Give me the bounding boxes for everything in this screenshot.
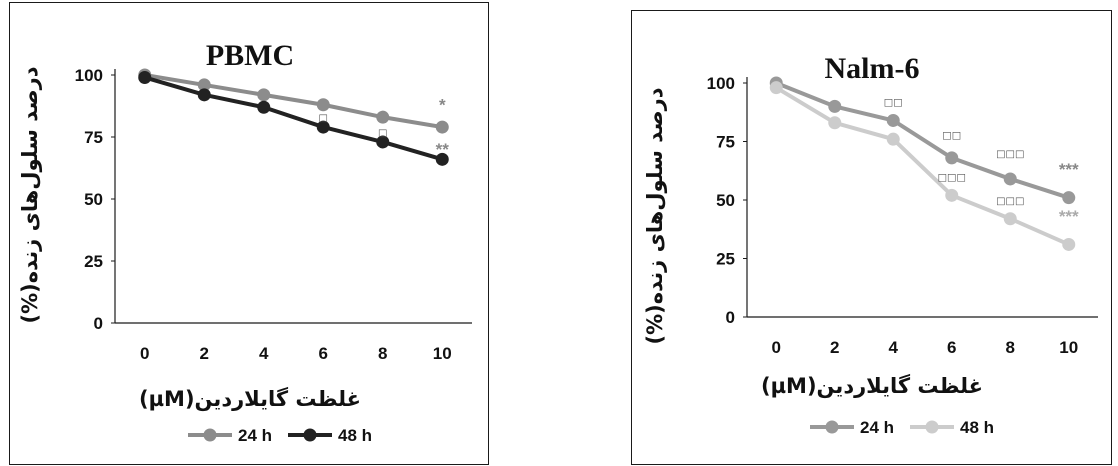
data-point-48h [945,188,959,202]
data-point-48h [376,135,390,149]
legend-label: 48 h [960,418,994,437]
data-point-24h [257,88,271,102]
legend-label: 24 h [238,426,272,445]
y-tick-label: 75 [84,128,103,147]
series-line-48h [144,75,443,162]
data-point-24h [376,110,390,124]
x-tick-label: 6 [319,344,328,363]
series-line-24h [775,81,1070,200]
data-point-24h [316,98,330,112]
y-tick-label: 25 [84,252,103,271]
significance-stars: * [439,95,446,114]
y-tick-label: 100 [707,74,735,93]
significance-boxes: □□ [942,130,961,141]
y-tick-label: 0 [726,308,735,327]
x-axis-label: غلظت گایلاردین(µM) [139,386,361,411]
significance-boxes: □ [378,128,387,139]
data-point-48h [138,70,152,84]
x-tick-label: 0 [140,344,149,363]
data-point-24h [945,151,959,165]
x-tick-label: 10 [433,344,452,363]
data-point-48h [257,100,271,114]
series-line-24h [144,73,443,130]
chart-panel-nalm6: Nalm-6 درصد سلول‌های زنده(%) غلظت گایلار… [631,10,1112,465]
significance-boxes: □□□ [938,173,966,184]
y-tick-label: 50 [716,191,735,210]
significance-stars: *** [1059,207,1079,226]
significance-boxes: □ [319,113,328,124]
chart-title: Nalm-6 [825,52,920,85]
x-tick-label: 8 [1006,338,1015,357]
y-axis-label: درصد سلول‌های زنده(%) [18,66,42,323]
significance-boxes: □□□ [996,149,1024,160]
data-point-24h [197,78,211,92]
data-point-24h [886,113,900,127]
chart-svg-nalm6: Nalm-6 درصد سلول‌های زنده(%) غلظت گایلار… [643,52,1098,437]
data-point-48h [197,88,211,102]
chart-title: PBMC [206,39,294,72]
chart-svg-pbmc: PBMC درصد سلول‌های زنده(%) غلظت گایلاردی… [18,39,472,445]
data-point-48h [828,116,842,130]
y-tick-label: 75 [716,133,735,152]
x-axis-label: غلظت گایلاردین(µM) [761,373,983,398]
x-tick-label: 2 [830,338,839,357]
legend-label: 24 h [860,418,894,437]
legend-marker [825,420,839,434]
data-point-24h [1003,172,1017,186]
data-point-24h [828,99,842,113]
data-point-48h [316,120,330,134]
data-point-48h [435,152,449,166]
data-point-24h [435,120,449,134]
x-tick-label: 6 [947,338,956,357]
y-tick-label: 100 [75,66,103,85]
x-tick-label: 8 [378,344,387,363]
significance-stars: *** [1059,160,1079,179]
legend-label: 48 h [338,426,372,445]
significance-boxes: □□□ [996,196,1024,207]
chart-panel-pbmc: PBMC درصد سلول‌های زنده(%) غلظت گایلاردی… [9,2,489,465]
y-axis-label: درصد سلول‌های زنده(%) [643,87,667,344]
x-tick-label: 4 [259,344,269,363]
y-tick-label: 0 [94,314,103,333]
legend-marker [925,420,939,434]
series-line-48h [775,85,1070,247]
x-tick-label: 2 [200,344,209,363]
x-tick-label: 4 [889,338,899,357]
legend-marker [303,428,317,442]
significance-boxes: □□ [884,98,903,109]
data-point-48h [886,132,900,146]
y-tick-label: 25 [716,250,735,269]
data-point-48h [1062,237,1076,251]
x-tick-label: 10 [1059,338,1078,357]
data-point-24h [1062,191,1076,205]
y-tick-label: 50 [84,190,103,209]
significance-stars: ** [436,140,450,159]
legend-marker [203,428,217,442]
data-point-48h [1003,212,1017,226]
x-tick-label: 0 [772,338,781,357]
data-point-48h [769,81,783,95]
